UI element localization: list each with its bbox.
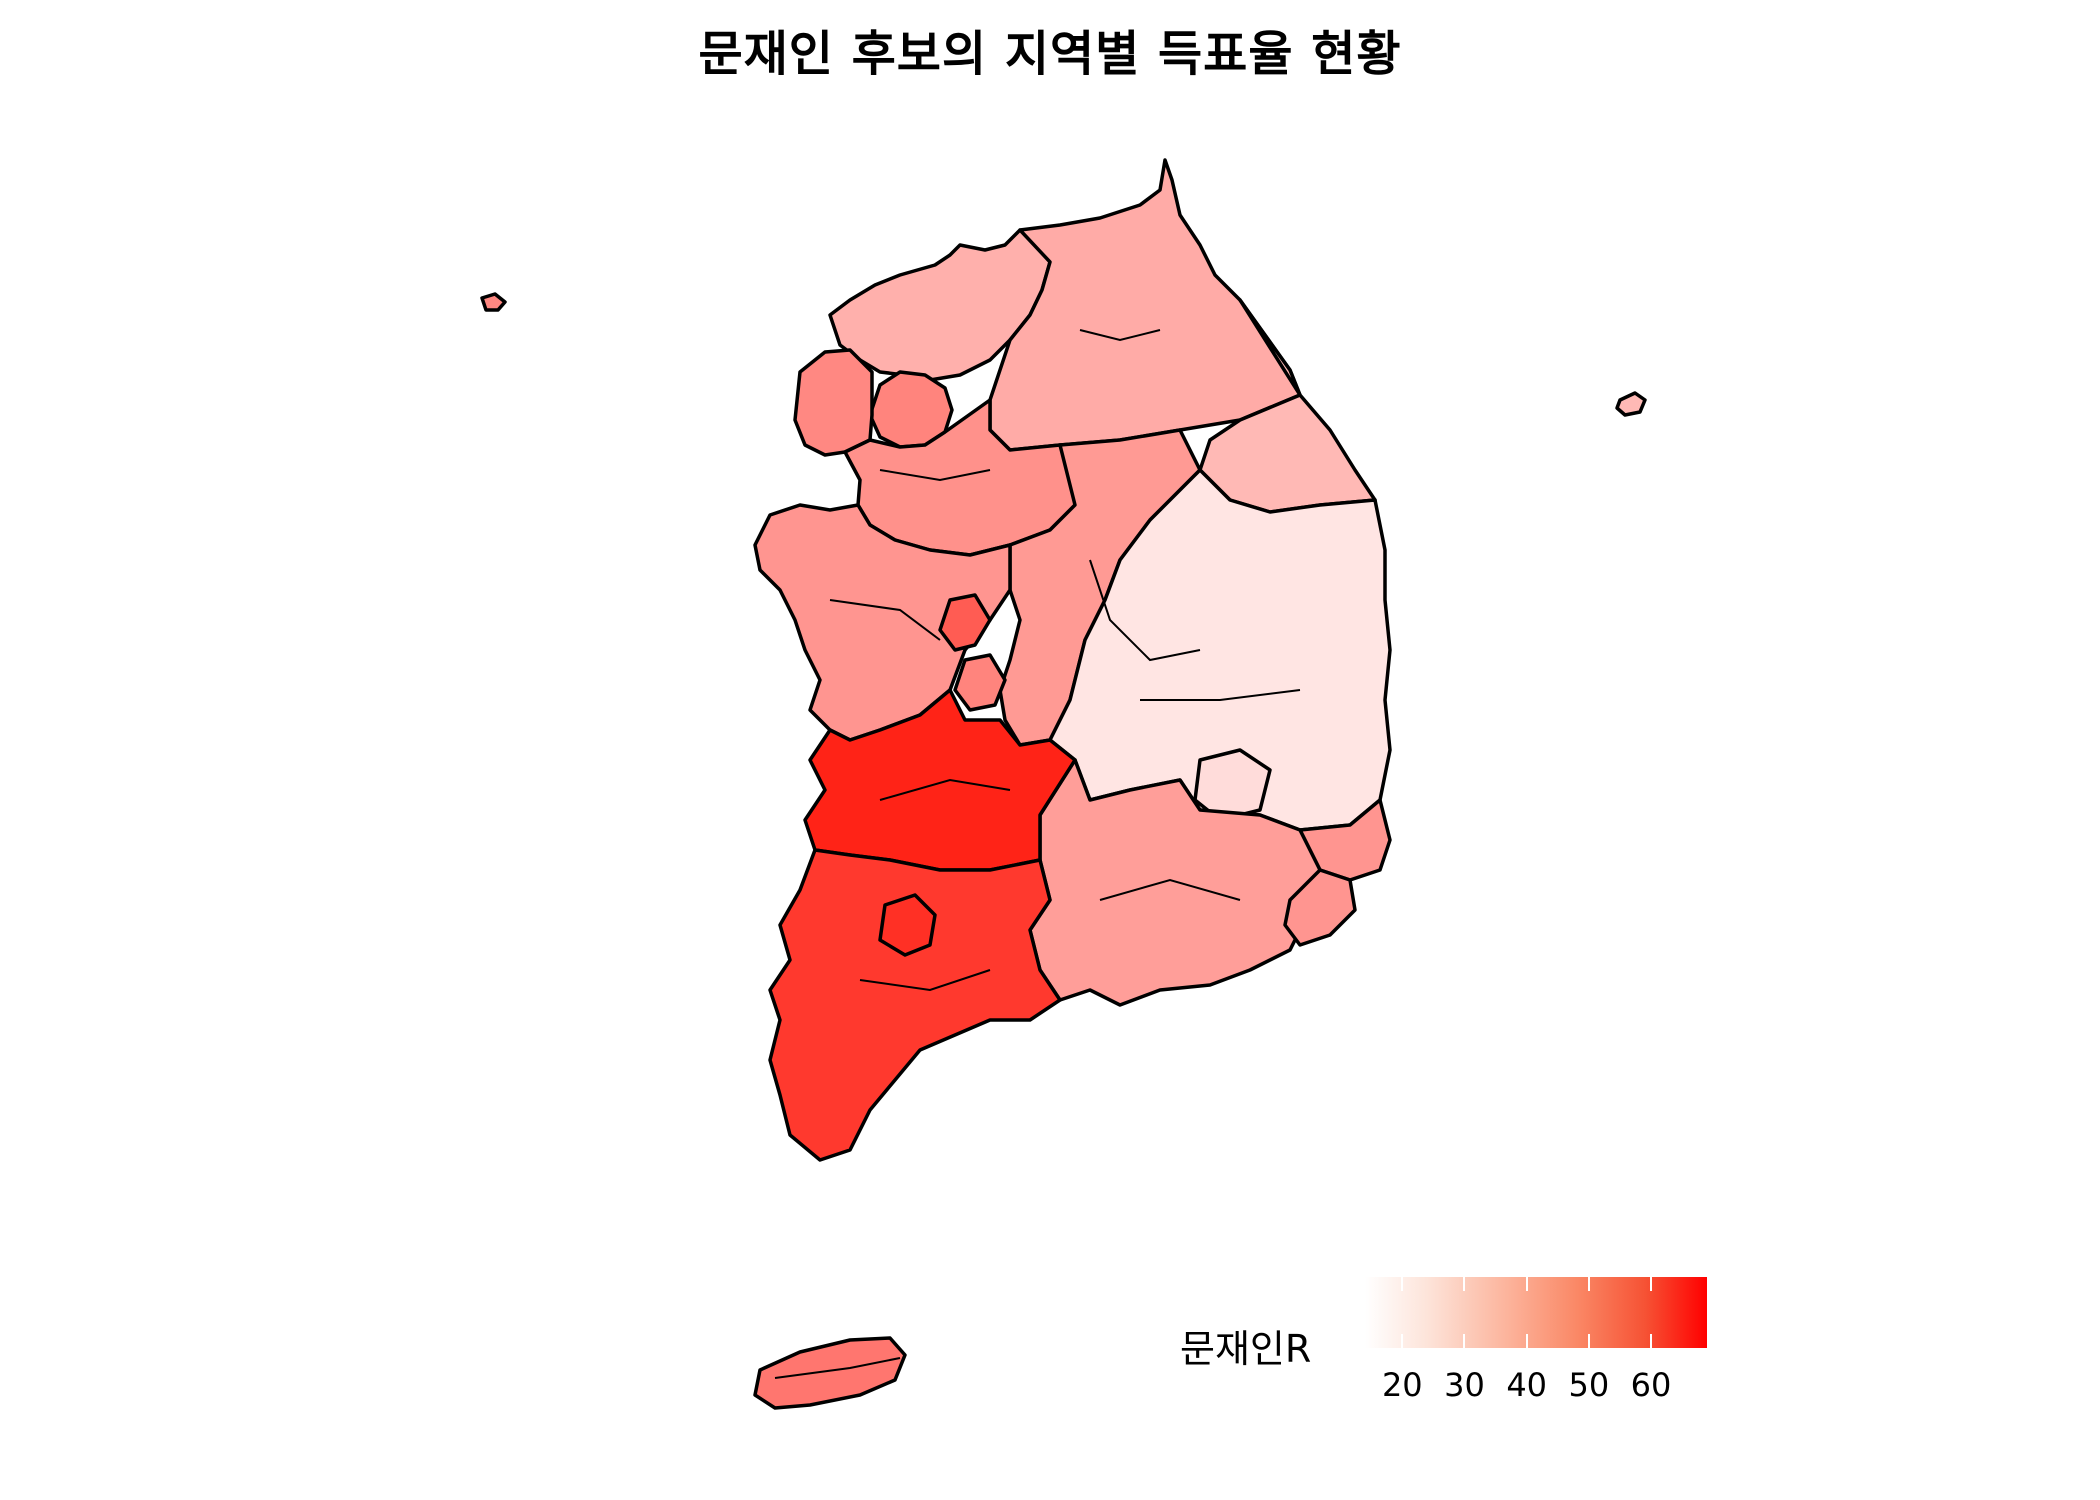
region-jeonnam[interactable] xyxy=(768,848,1062,1162)
region-busan[interactable] xyxy=(1283,868,1357,947)
legend-tick-mark xyxy=(1401,1277,1404,1291)
legend-label: 문재인R xyxy=(1180,1327,1312,1371)
legend-tick-mark xyxy=(1401,1334,1404,1348)
map-title: 문재인 후보의 지역별 득표율 현황 xyxy=(698,26,1402,82)
legend-tick-mark xyxy=(1525,1334,1528,1348)
region-baengnyeongdo[interactable] xyxy=(480,292,507,312)
region-daejeon[interactable] xyxy=(953,653,1007,712)
district-lines xyxy=(774,329,1301,1379)
legend-tick-mark xyxy=(1587,1277,1590,1291)
legend-tick-mark xyxy=(1587,1334,1590,1348)
legend-tick-label: 30 xyxy=(1444,1366,1485,1404)
region-ulleungdo[interactable] xyxy=(1615,391,1647,417)
legend-tick-label: 20 xyxy=(1381,1366,1423,1404)
legend-tick-label: 60 xyxy=(1630,1366,1672,1404)
legend-tick-mark xyxy=(1463,1277,1466,1291)
legend-tick-label: 50 xyxy=(1568,1366,1610,1404)
region-jeju[interactable] xyxy=(753,1336,907,1410)
region-jeonbuk[interactable] xyxy=(803,688,1077,872)
region-incheon[interactable] xyxy=(793,348,874,457)
legend-colorbar xyxy=(1365,1277,1707,1348)
legend-tick-mark xyxy=(1525,1277,1528,1291)
legend-tick-label: 40 xyxy=(1506,1366,1548,1404)
legend-tick-mark xyxy=(1650,1277,1653,1291)
region-gwangju[interactable] xyxy=(878,893,937,957)
legend-tick-mark xyxy=(1650,1334,1653,1348)
legend-tick-mark xyxy=(1463,1334,1466,1348)
region-sejong[interactable] xyxy=(938,593,992,652)
region-gangwon-west[interactable] xyxy=(988,158,1302,452)
